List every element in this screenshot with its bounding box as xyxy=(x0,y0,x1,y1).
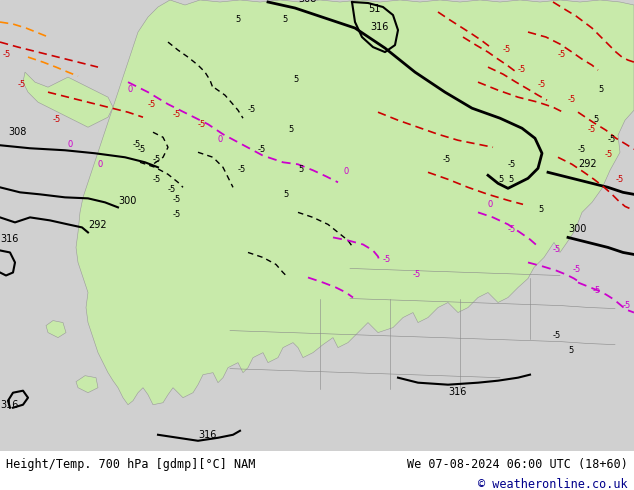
Text: -5: -5 xyxy=(508,225,516,234)
Text: 5: 5 xyxy=(282,15,287,24)
Text: -5: -5 xyxy=(153,155,161,164)
Text: -5: -5 xyxy=(153,175,161,184)
Text: -5: -5 xyxy=(538,80,547,89)
Text: -5: -5 xyxy=(198,120,206,129)
Text: 5: 5 xyxy=(298,165,303,174)
Text: -5: -5 xyxy=(138,145,146,154)
Text: -5: -5 xyxy=(588,125,596,134)
Text: -5: -5 xyxy=(573,266,581,274)
Text: -5: -5 xyxy=(18,80,26,89)
Text: -5: -5 xyxy=(148,100,156,109)
Text: -5: -5 xyxy=(383,255,391,265)
Text: 316: 316 xyxy=(370,22,389,32)
Text: 292: 292 xyxy=(88,220,107,230)
Polygon shape xyxy=(76,0,634,405)
Text: -5: -5 xyxy=(248,105,256,114)
Text: 5: 5 xyxy=(508,175,514,184)
Text: 316: 316 xyxy=(198,430,216,440)
Text: 316: 316 xyxy=(448,387,467,397)
Text: -5: -5 xyxy=(616,175,624,184)
Text: 308: 308 xyxy=(298,0,316,4)
Text: 292: 292 xyxy=(578,159,597,170)
Text: -5: -5 xyxy=(168,185,176,195)
Text: -5: -5 xyxy=(238,165,246,174)
Text: -5: -5 xyxy=(593,286,601,294)
Text: -5: -5 xyxy=(608,135,616,144)
Text: -5: -5 xyxy=(173,210,181,220)
Text: 0: 0 xyxy=(98,160,103,170)
Text: -5: -5 xyxy=(173,196,181,204)
Text: © weatheronline.co.uk: © weatheronline.co.uk xyxy=(478,478,628,490)
Text: Height/Temp. 700 hPa [gdmp][°C] NAM: Height/Temp. 700 hPa [gdmp][°C] NAM xyxy=(6,458,256,471)
Text: 308: 308 xyxy=(8,127,27,137)
Text: 5: 5 xyxy=(283,190,288,199)
Text: 0: 0 xyxy=(488,200,493,209)
Text: 5: 5 xyxy=(235,15,240,24)
Text: 0: 0 xyxy=(218,135,223,144)
Text: -5: -5 xyxy=(258,145,266,154)
Text: -5: -5 xyxy=(578,145,586,154)
Text: -5: -5 xyxy=(558,50,566,59)
Text: -5: -5 xyxy=(605,150,613,159)
Text: -5: -5 xyxy=(3,50,11,59)
Text: -5: -5 xyxy=(518,65,526,74)
Polygon shape xyxy=(76,376,98,392)
Text: 0: 0 xyxy=(128,85,133,94)
Text: 5: 5 xyxy=(568,345,573,355)
Text: -5: -5 xyxy=(173,110,181,119)
Text: -5: -5 xyxy=(508,160,516,170)
Text: -5: -5 xyxy=(553,245,561,254)
Text: 5: 5 xyxy=(293,75,298,84)
Text: -5: -5 xyxy=(568,95,576,104)
Text: 51: 51 xyxy=(368,4,380,14)
Polygon shape xyxy=(46,320,66,338)
Text: 300: 300 xyxy=(568,224,586,234)
Text: -5: -5 xyxy=(413,270,421,279)
Polygon shape xyxy=(23,72,113,127)
Text: -5: -5 xyxy=(133,140,141,149)
Text: We 07-08-2024 06:00 UTC (18+60): We 07-08-2024 06:00 UTC (18+60) xyxy=(407,458,628,471)
Text: -5: -5 xyxy=(443,155,451,164)
Text: 5: 5 xyxy=(598,85,603,94)
Text: 5: 5 xyxy=(288,125,294,134)
Text: 5: 5 xyxy=(498,175,503,184)
Text: 316: 316 xyxy=(0,400,18,410)
Text: -5: -5 xyxy=(53,115,61,124)
Text: 0: 0 xyxy=(343,167,348,176)
Text: 0: 0 xyxy=(68,140,74,149)
Text: 316: 316 xyxy=(0,234,18,245)
Text: -5: -5 xyxy=(503,45,511,54)
Text: 5: 5 xyxy=(593,115,598,124)
Text: -5: -5 xyxy=(553,331,561,340)
Text: -5: -5 xyxy=(623,300,631,310)
Text: 300: 300 xyxy=(118,196,136,206)
Text: 5: 5 xyxy=(538,205,543,215)
